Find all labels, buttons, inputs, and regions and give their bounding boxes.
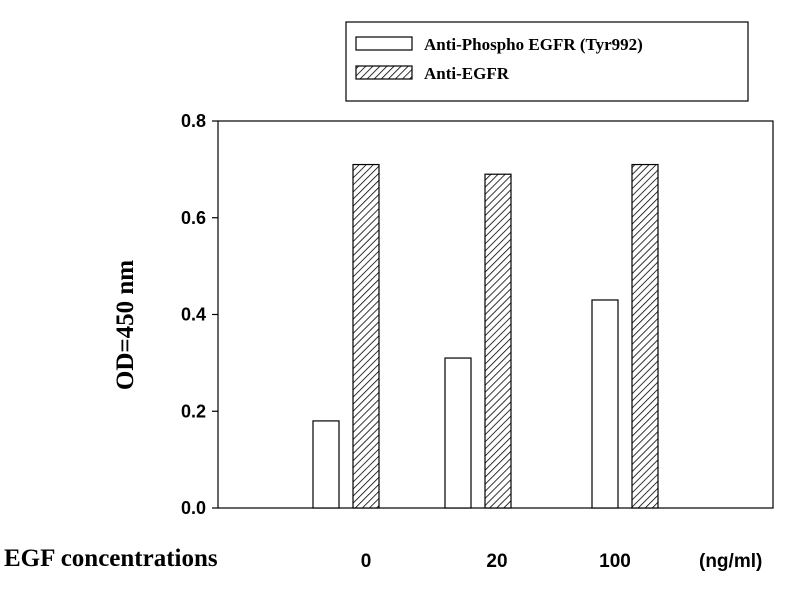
x-axis: 0 20 100 xyxy=(361,551,631,572)
legend: Anti-Phospho EGFR (Tyr992) Anti-EGFR xyxy=(345,21,749,102)
x-tick-label: 20 xyxy=(486,551,507,572)
y-axis: 0.0 0.2 0.4 0.6 0.8 xyxy=(181,111,218,518)
x-tick-label: 0 xyxy=(361,551,372,572)
bar-egfr xyxy=(352,163,380,509)
bar-egfr xyxy=(631,163,659,509)
legend-swatch-phospho xyxy=(355,36,413,51)
legend-label-phospho: Anti-Phospho EGFR (Tyr992) xyxy=(424,35,643,54)
legend-box xyxy=(345,21,749,102)
bar-phospho-egfr xyxy=(444,357,472,509)
y-axis-title: OD=450 nm xyxy=(112,260,139,390)
y-tick-label: 0.0 xyxy=(181,498,206,518)
bar-phospho-egfr xyxy=(591,299,619,509)
bar-egfr xyxy=(484,173,512,509)
x-tick-label: 100 xyxy=(599,551,631,572)
y-tick-label: 0.6 xyxy=(181,208,206,228)
legend-label-egfr: Anti-EGFR xyxy=(424,64,510,83)
bars xyxy=(312,163,659,509)
legend-swatch-egfr xyxy=(355,65,413,80)
y-tick-label: 0.8 xyxy=(181,111,206,131)
x-axis-title: EGF concentrations xyxy=(4,545,218,572)
bar-phospho-egfr xyxy=(312,420,340,509)
x-axis-unit: (ng/ml) xyxy=(699,551,762,572)
y-tick-label: 0.2 xyxy=(181,401,206,421)
y-tick-label: 0.4 xyxy=(181,305,206,325)
